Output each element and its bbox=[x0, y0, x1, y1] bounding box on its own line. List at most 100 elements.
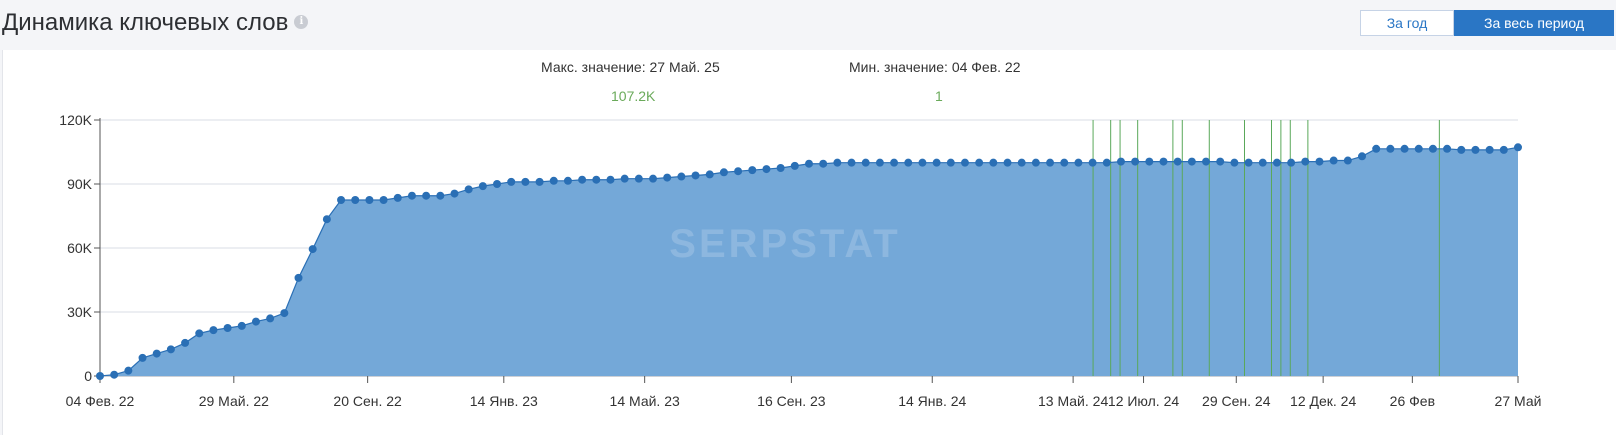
data-point bbox=[337, 196, 346, 204]
data-point bbox=[719, 168, 728, 177]
data-point bbox=[478, 182, 487, 191]
data-point bbox=[1003, 158, 1012, 167]
x-tick-label: 12 Дек. 24 bbox=[1290, 393, 1356, 409]
data-point bbox=[493, 180, 502, 188]
data-point bbox=[1159, 157, 1168, 166]
data-point bbox=[833, 158, 842, 167]
info-icon[interactable]: i bbox=[294, 14, 309, 29]
x-tick-label: 14 Янв. 24 bbox=[898, 393, 966, 409]
data-point bbox=[124, 366, 133, 375]
data-point bbox=[649, 174, 658, 183]
data-point bbox=[223, 324, 232, 332]
y-tick-label: 30K bbox=[67, 304, 93, 320]
data-point bbox=[1102, 158, 1111, 167]
y-tick-label: 0 bbox=[84, 368, 92, 384]
data-point bbox=[507, 177, 516, 186]
data-point bbox=[691, 171, 700, 180]
data-point bbox=[1358, 152, 1367, 161]
data-point bbox=[152, 349, 161, 358]
data-point bbox=[592, 175, 601, 184]
data-point bbox=[677, 172, 686, 181]
data-point bbox=[1414, 144, 1423, 153]
data-point bbox=[138, 353, 147, 362]
x-tick-label: 29 Сен. 24 bbox=[1202, 393, 1271, 409]
data-point bbox=[1443, 144, 1452, 153]
data-point bbox=[322, 215, 331, 224]
data-point bbox=[251, 317, 260, 326]
min-value: 1 bbox=[935, 88, 943, 104]
x-tick-label: 16 Сен. 23 bbox=[757, 393, 826, 409]
x-tick-label: 20 Сен. 22 bbox=[333, 393, 402, 409]
data-point bbox=[1244, 158, 1253, 167]
data-point bbox=[1060, 158, 1069, 167]
data-point bbox=[1343, 156, 1352, 165]
data-point bbox=[308, 245, 317, 254]
data-point bbox=[422, 191, 431, 200]
data-point bbox=[1258, 158, 1267, 167]
data-point bbox=[549, 176, 558, 185]
data-point bbox=[535, 177, 544, 186]
x-tick-label: 04 Фев. 22 bbox=[66, 393, 135, 409]
data-point bbox=[294, 273, 303, 282]
data-point bbox=[890, 158, 899, 167]
data-point bbox=[946, 158, 955, 167]
data-point bbox=[875, 158, 884, 167]
data-point bbox=[393, 193, 402, 202]
data-point bbox=[748, 166, 757, 175]
page-title: Динамика ключевых слов i bbox=[2, 9, 309, 37]
data-point bbox=[918, 158, 927, 167]
data-point bbox=[181, 338, 190, 347]
data-point bbox=[1514, 143, 1522, 152]
data-point bbox=[1031, 158, 1040, 167]
series-area bbox=[100, 147, 1518, 376]
data-point bbox=[379, 196, 388, 204]
data-point bbox=[904, 158, 913, 167]
data-point bbox=[1202, 157, 1211, 166]
data-point bbox=[1485, 145, 1494, 154]
min-value-label: Мин. значение: 04 Фев. 22 bbox=[849, 59, 1021, 75]
data-point bbox=[1400, 144, 1409, 153]
period-year-button[interactable]: За год bbox=[1360, 10, 1454, 36]
x-tick-label: 14 Май. 23 bbox=[610, 393, 680, 409]
data-point bbox=[280, 309, 289, 318]
data-point bbox=[1145, 157, 1154, 166]
data-point bbox=[209, 326, 218, 335]
data-point bbox=[195, 329, 204, 338]
data-point bbox=[1471, 145, 1480, 154]
data-point bbox=[634, 174, 643, 183]
data-point bbox=[1386, 144, 1395, 153]
data-point bbox=[1017, 158, 1026, 167]
x-tick-label: 14 Янв. 23 bbox=[470, 393, 538, 409]
data-point bbox=[1329, 156, 1338, 165]
data-point bbox=[620, 174, 629, 183]
data-point bbox=[663, 173, 672, 182]
x-tick-label: 13 Май. 24 bbox=[1038, 393, 1108, 409]
data-point bbox=[861, 158, 870, 167]
data-point bbox=[1074, 158, 1083, 167]
data-point bbox=[819, 159, 828, 168]
y-tick-label: 120K bbox=[59, 112, 92, 128]
period-all-button[interactable]: За весь период bbox=[1454, 10, 1614, 36]
data-point bbox=[166, 345, 175, 354]
watermark: SERPSTAT bbox=[669, 222, 900, 266]
data-point bbox=[960, 158, 969, 167]
x-tick-label: 26 Фев bbox=[1390, 393, 1435, 409]
y-tick-label: 60K bbox=[67, 240, 93, 256]
data-point bbox=[805, 159, 813, 168]
x-tick-label: 29 Май. 22 bbox=[199, 393, 269, 409]
data-point bbox=[407, 191, 416, 200]
data-point bbox=[847, 158, 856, 167]
data-point bbox=[1272, 158, 1281, 167]
data-point bbox=[563, 176, 572, 185]
data-point bbox=[1428, 144, 1437, 153]
period-switch: За год За весь период bbox=[1360, 10, 1614, 36]
data-point bbox=[1301, 157, 1310, 166]
data-point bbox=[1116, 157, 1125, 166]
data-point bbox=[436, 191, 445, 200]
data-point bbox=[450, 189, 459, 198]
data-point bbox=[762, 165, 771, 174]
data-point bbox=[975, 158, 984, 167]
data-point bbox=[1372, 144, 1381, 153]
max-value: 107.2K bbox=[611, 88, 656, 104]
